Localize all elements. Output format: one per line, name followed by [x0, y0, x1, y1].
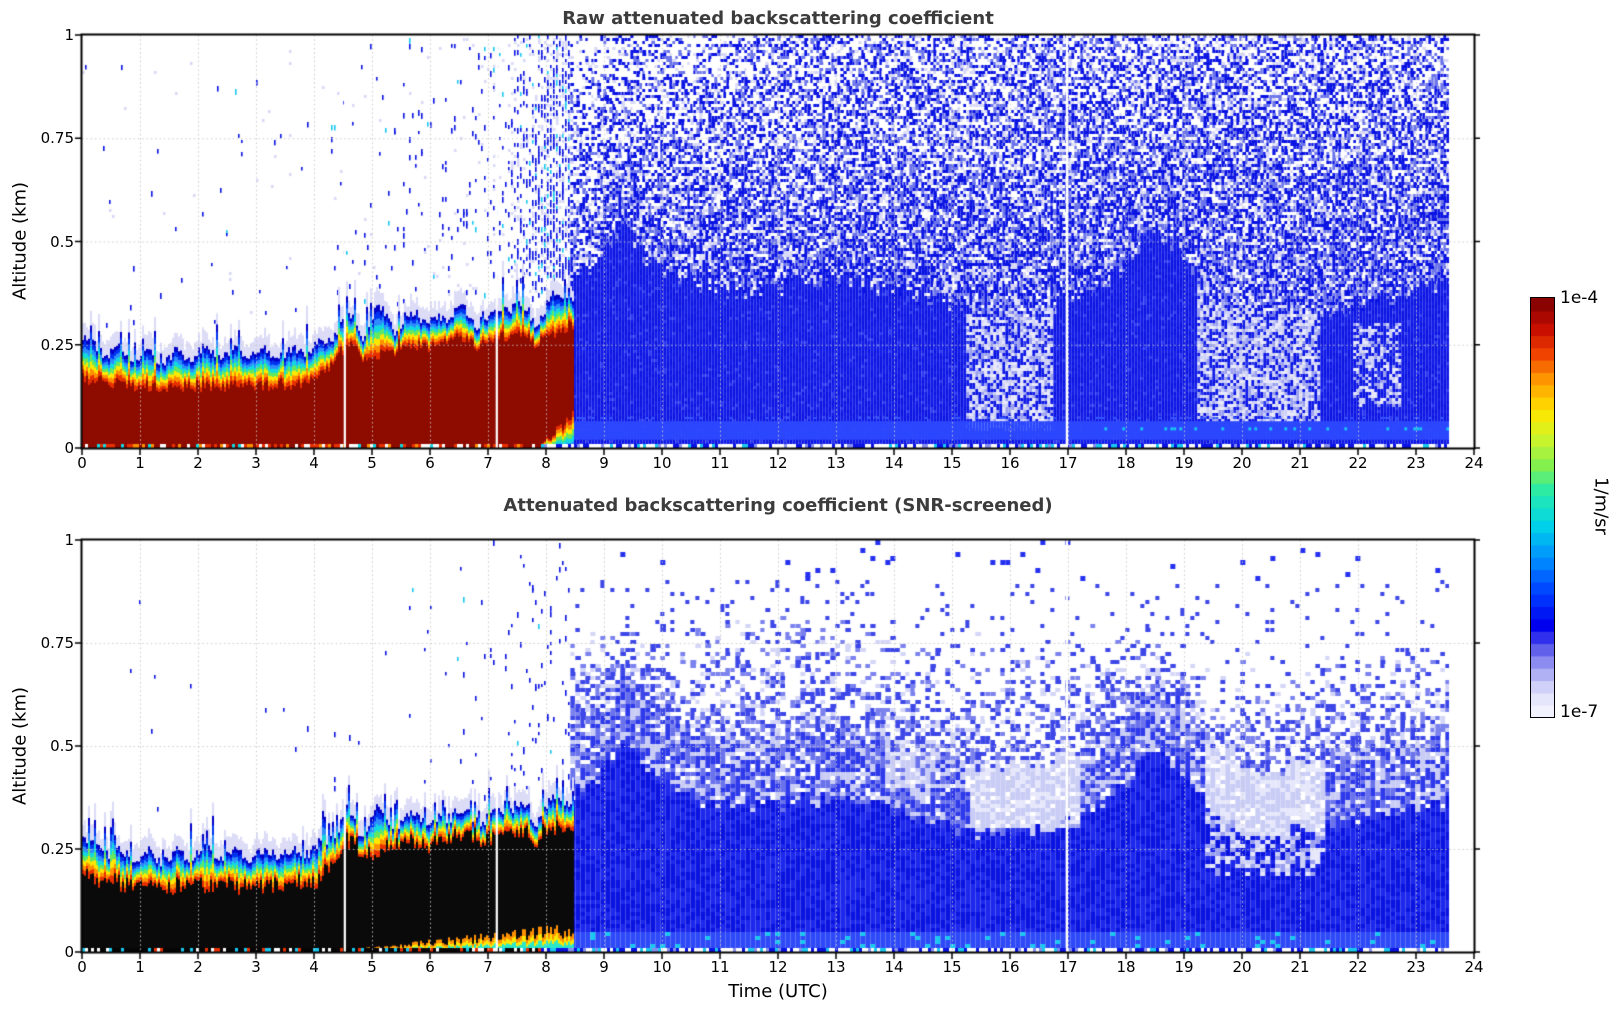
- x-tick-label: 11: [710, 454, 730, 472]
- x-tick-label: 18: [1116, 454, 1136, 472]
- x-tick-label: 9: [599, 454, 609, 472]
- x-tick-label: 6: [425, 958, 435, 976]
- x-tick-label: 12: [768, 454, 788, 472]
- x-tick-label: 13: [826, 958, 846, 976]
- x-axis-label: Time (UTC): [728, 981, 828, 1002]
- panel2-title: Attenuated backscattering coefficient (S…: [503, 495, 1053, 516]
- colorbar-min-label: 1e-7: [1560, 702, 1599, 722]
- x-tick-label: 8: [541, 958, 551, 976]
- x-tick-label: 4: [309, 454, 319, 472]
- x-tick-label: 22: [1348, 454, 1368, 472]
- x-tick-label: 12: [768, 958, 788, 976]
- x-tick-label: 16: [1000, 454, 1020, 472]
- x-tick-label: 23: [1406, 454, 1426, 472]
- y-tick-label: 0.5: [50, 737, 74, 755]
- x-tick-label: 14: [884, 454, 904, 472]
- y-tick-label: 0: [64, 439, 74, 457]
- x-tick-label: 15: [942, 958, 962, 976]
- x-tick-label: 19: [1174, 958, 1194, 976]
- x-tick-label: 10: [652, 454, 672, 472]
- x-tick-label: 18: [1116, 958, 1136, 976]
- x-tick-label: 17: [1058, 454, 1078, 472]
- x-tick-label: 15: [942, 454, 962, 472]
- panel1-title: Raw attenuated backscattering coefficien…: [562, 8, 994, 29]
- y-tick-label: 0.25: [40, 335, 74, 354]
- y-tick-label: 1: [64, 531, 74, 549]
- y-tick-label: 0.75: [40, 129, 74, 148]
- x-tick-label: 14: [884, 958, 904, 976]
- x-tick-label: 6: [425, 454, 435, 472]
- x-tick-label: 2: [193, 958, 203, 976]
- x-tick-label: 5: [367, 958, 377, 976]
- x-tick-label: 0: [77, 454, 87, 472]
- x-tick-label: 10: [652, 958, 672, 976]
- x-tick-label: 4: [309, 958, 319, 976]
- x-tick-label: 2: [193, 454, 203, 472]
- colorbar-max-label: 1e-4: [1560, 288, 1599, 308]
- x-tick-label: 7: [483, 454, 493, 472]
- x-tick-label: 7: [483, 958, 493, 976]
- x-tick-label: 3: [251, 454, 261, 472]
- x-tick-label: 20: [1232, 454, 1252, 472]
- x-tick-label: 17: [1058, 958, 1078, 976]
- x-tick-label: 22: [1348, 958, 1368, 976]
- x-tick-label: 9: [599, 958, 609, 976]
- x-tick-label: 16: [1000, 958, 1020, 976]
- y-tick-label: 0.75: [40, 634, 74, 652]
- x-tick-label: 0: [77, 958, 87, 976]
- panel1-raw-heatmap: [82, 35, 1474, 448]
- x-tick-label: 1: [135, 958, 145, 976]
- colorbar-gradient: [1530, 297, 1555, 718]
- x-tick-label: 21: [1290, 958, 1310, 976]
- x-tick-label: 3: [251, 958, 261, 976]
- colorbar-units-label: 1/m/sr: [1590, 477, 1612, 535]
- x-tick-label: 20: [1232, 958, 1252, 976]
- y-tick-label: 0.5: [50, 232, 74, 251]
- y-tick-label: 0: [64, 943, 74, 961]
- x-tick-label: 13: [826, 454, 846, 472]
- y-tick-label: 0.25: [40, 840, 74, 858]
- x-tick-label: 24: [1464, 958, 1484, 976]
- x-tick-label: 5: [367, 454, 377, 472]
- x-tick-label: 19: [1174, 454, 1194, 472]
- x-tick-label: 24: [1464, 454, 1484, 472]
- x-tick-label: 21: [1290, 454, 1310, 472]
- x-tick-label: 8: [541, 454, 551, 472]
- y-tick-label: 1: [64, 26, 74, 44]
- x-tick-label: 1: [135, 454, 145, 472]
- x-tick-label: 11: [710, 958, 730, 976]
- x-tick-label: 23: [1406, 958, 1426, 976]
- panel2-screened-heatmap: [82, 540, 1474, 952]
